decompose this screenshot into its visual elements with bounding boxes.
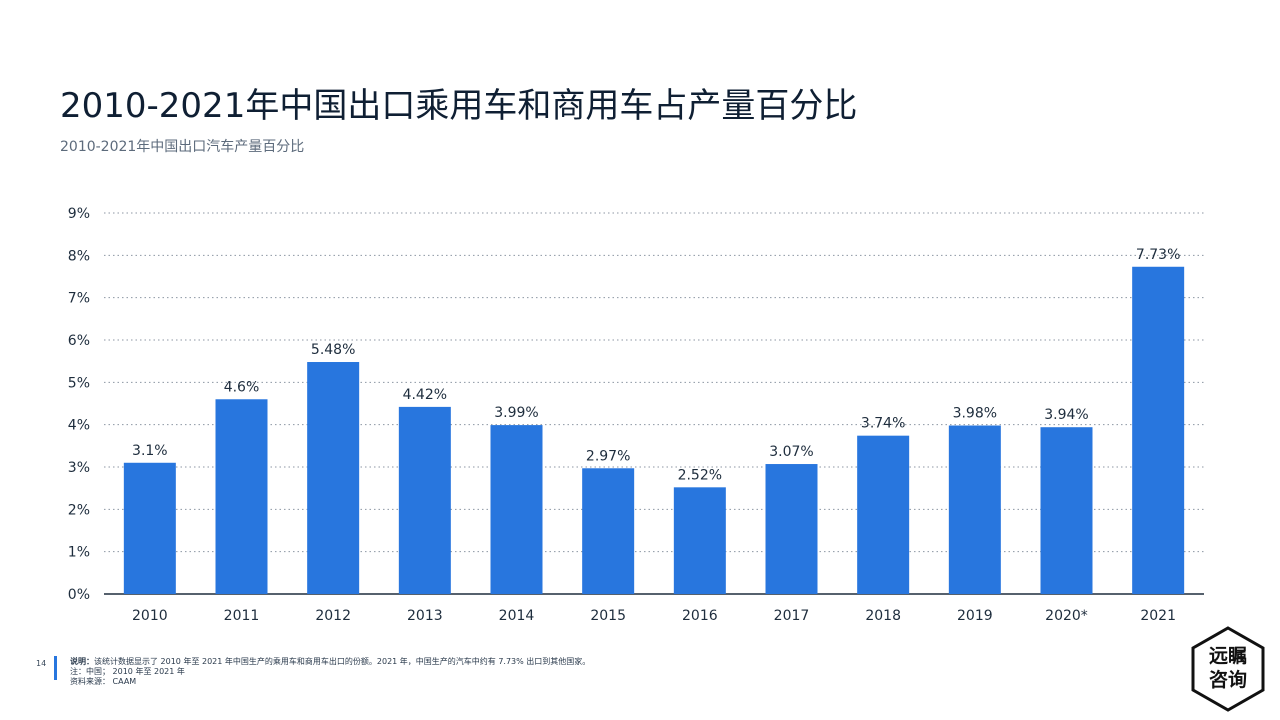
y-tick-label: 3% — [68, 460, 90, 476]
bar — [857, 435, 910, 594]
x-tick-label: 2019 — [957, 608, 993, 624]
bar — [215, 399, 268, 594]
logo-line-1: 远瞩 — [1208, 645, 1247, 667]
y-tick-label: 7% — [68, 291, 90, 307]
x-tick-label: 2016 — [682, 608, 718, 624]
bar — [765, 464, 818, 594]
y-tick-label: 4% — [68, 418, 90, 434]
x-tick-label: 2010 — [132, 608, 168, 624]
x-tick-label: 2015 — [590, 608, 626, 624]
x-tick-label: 2012 — [315, 608, 351, 624]
chart-bars — [123, 266, 1185, 594]
bar-chart: 0% 1% 2% 3% 4% 5% 6% 7% 8% 9% 3.1% 2010 4.6% 2011 5.48… — [68, 206, 1204, 624]
bar — [1040, 427, 1093, 594]
chart-labels: 0% 1% 2% 3% 4% 5% 6% 7% 8% 9% 3.1% 2010 4.6% 2011 5.48… — [68, 206, 1181, 624]
data-label: 3.99% — [494, 405, 538, 421]
data-label: 3.1% — [132, 443, 168, 459]
data-label: 4.6% — [224, 379, 260, 395]
logo-line-2: 咨询 — [1208, 669, 1247, 691]
notes-scope: 注：中国； 2010 年至 2021 年 — [70, 667, 185, 676]
page-title: 2010-2021年中国出口乘用车和商用车占产量百分比 — [60, 86, 858, 126]
bar — [1132, 266, 1185, 594]
x-tick-label: 2020* — [1045, 608, 1088, 624]
bar — [490, 425, 543, 594]
data-label: 5.48% — [311, 342, 355, 358]
bar — [673, 487, 726, 594]
data-label: 3.74% — [861, 416, 905, 432]
notes-source: 资料来源： CAAM — [70, 677, 137, 686]
y-tick-label: 9% — [68, 206, 90, 222]
x-tick-label: 2014 — [499, 608, 535, 624]
x-tick-label: 2013 — [407, 608, 443, 624]
logo-text: 远瞩 咨询 — [1190, 644, 1266, 692]
chart-gridlines — [104, 212, 1204, 595]
x-tick-label: 2021 — [1140, 608, 1176, 624]
x-tick-label: 2011 — [224, 608, 260, 624]
bar — [398, 406, 451, 594]
logo-hexagon-icon — [1191, 626, 1265, 712]
data-label: 4.42% — [403, 387, 447, 403]
bar — [948, 425, 1001, 594]
data-label: 2.52% — [678, 467, 722, 483]
y-tick-label: 1% — [68, 545, 90, 561]
data-label: 3.94% — [1044, 407, 1088, 423]
y-tick-label: 8% — [68, 248, 90, 264]
y-tick-label: 0% — [68, 587, 90, 603]
data-label: 3.98% — [953, 406, 997, 422]
y-tick-label: 5% — [68, 375, 90, 391]
footer-notes: 说明：该统计数据显示了 2010 年至 2021 年中国生产的乘用车和商用车出口… — [70, 657, 590, 687]
x-tick-label: 2017 — [774, 608, 810, 624]
data-label: 7.73% — [1136, 247, 1180, 263]
data-label: 2.97% — [586, 448, 630, 464]
page-number: 14 — [36, 659, 47, 668]
bar — [582, 468, 635, 594]
x-tick-label: 2018 — [865, 608, 901, 624]
bar — [123, 462, 176, 594]
notes-prefix: 说明： — [70, 657, 94, 666]
footer-accent-bar — [54, 656, 57, 680]
bar — [307, 362, 360, 594]
y-tick-label: 6% — [68, 333, 90, 349]
page-subtitle: 2010-2021年中国出口汽车产量百分比 — [60, 139, 305, 155]
company-logo: 远瞩 咨询 — [1190, 626, 1266, 712]
y-tick-label: 2% — [68, 502, 90, 518]
notes-text: 该统计数据显示了 2010 年至 2021 年中国生产的乘用车和商用车出口的份额… — [94, 657, 591, 666]
data-label: 3.07% — [769, 444, 813, 460]
